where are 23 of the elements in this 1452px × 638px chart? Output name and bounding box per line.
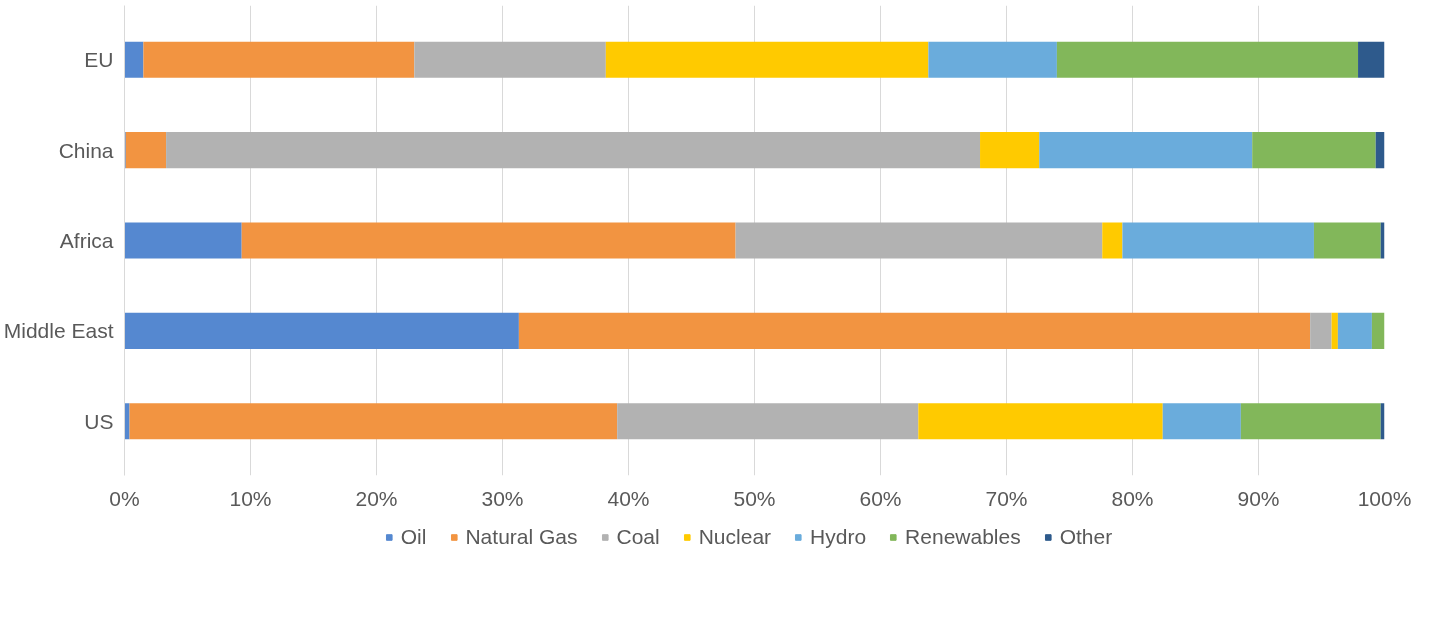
y-tick-label: Middle East — [3, 319, 114, 343]
legend-label: Coal — [616, 525, 660, 549]
x-tick-label: 80% — [1111, 486, 1154, 510]
x-tick-label: 100% — [1357, 486, 1412, 510]
x-tick-label: 50% — [733, 486, 776, 510]
legend-label: Nuclear — [698, 525, 772, 549]
legend-label: Natural Gas — [465, 525, 578, 549]
y-tick-label: EU — [84, 48, 114, 72]
x-tick-label: 70% — [985, 486, 1028, 510]
legend-label: Oil — [400, 525, 427, 549]
y-tick-label: US — [84, 409, 114, 433]
x-tick-label: 40% — [607, 486, 650, 510]
x-tick-label: 60% — [859, 486, 902, 510]
legend-label: Other — [1059, 525, 1113, 549]
y-tick-label: China — [58, 138, 114, 162]
legend-label: Renewables — [905, 525, 1021, 549]
x-tick-label: 30% — [481, 486, 524, 510]
x-tick-label: 20% — [355, 486, 398, 510]
y-tick-label: Africa — [59, 229, 114, 252]
x-tick-label: 90% — [1237, 486, 1280, 510]
x-tick-label: 0% — [109, 486, 140, 510]
x-tick-label: 10% — [229, 486, 272, 510]
legend-label: Hydro — [810, 525, 867, 549]
